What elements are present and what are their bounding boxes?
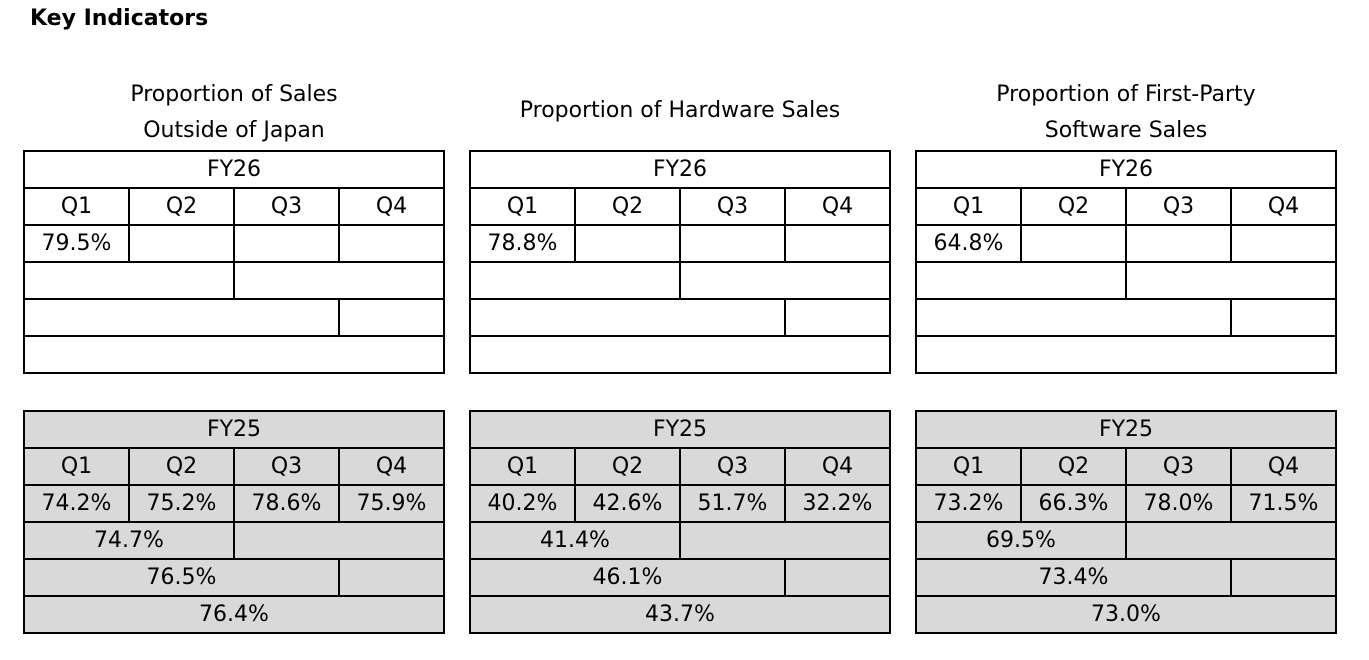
full-year-value: 43.7% (645, 602, 715, 627)
quarter-value: 75.9% (340, 486, 443, 523)
quarter-value: 73.2% (917, 486, 1022, 523)
quarter-header: Q4 (786, 449, 889, 486)
year-header: FY25 (917, 412, 1335, 449)
panel-title-line: Proportion of Sales (130, 82, 338, 107)
panel-title-line: Proportion of First-Party (996, 82, 1256, 107)
empty-cell (681, 523, 889, 560)
quarter-header: Q1 (471, 189, 576, 226)
table-previous-year: FY25 Q1 Q2 Q3 Q4 40.2% 42.6% 51.7% 32.2%… (469, 410, 891, 634)
quarter-value (1127, 226, 1232, 263)
quarter-header: Q3 (1127, 189, 1232, 226)
full-year-value: 76.4% (199, 602, 269, 627)
empty-cell (1127, 523, 1335, 560)
empty-cell (786, 560, 889, 597)
quarter-header: Q2 (576, 189, 681, 226)
quarter-header: Q1 (917, 449, 1022, 486)
quarter-value: 66.3% (1022, 486, 1127, 523)
nine-months-value: 73.4% (917, 560, 1232, 597)
empty-cell (340, 300, 443, 337)
full-year-value (471, 337, 889, 372)
quarter-header: Q2 (576, 449, 681, 486)
nine-months-value (25, 300, 340, 337)
year-header: FY25 (471, 412, 889, 449)
quarter-header: Q3 (681, 189, 786, 226)
panel-title-line: Proportion of Hardware Sales (519, 98, 841, 123)
quarter-header: Q2 (1022, 449, 1127, 486)
empty-cell (1232, 300, 1335, 337)
quarter-value: 42.6% (576, 486, 681, 523)
full-year-value: 73.0% (1091, 602, 1161, 627)
quarter-header: Q3 (681, 449, 786, 486)
quarter-value: 78.6% (235, 486, 340, 523)
quarter-header: Q1 (471, 449, 576, 486)
quarter-header: Q1 (25, 449, 130, 486)
nine-months-value: 76.5% (25, 560, 340, 597)
table-current-year: FY26 Q1 Q2 Q3 Q4 78.8% (469, 150, 891, 374)
quarter-header: Q2 (1022, 189, 1127, 226)
half-year-value (25, 263, 235, 300)
table-previous-year: FY25 Q1 Q2 Q3 Q4 73.2% 66.3% 78.0% 71.5%… (915, 410, 1337, 634)
quarter-value: 78.8% (471, 226, 576, 263)
quarter-header: Q2 (130, 189, 235, 226)
panel-title: Proportion of Hardware Sales (469, 93, 891, 129)
quarter-header: Q3 (235, 449, 340, 486)
quarter-header: Q2 (130, 449, 235, 486)
half-year-value: 41.4% (471, 523, 681, 560)
empty-cell (235, 523, 443, 560)
half-year-value: 69.5% (917, 523, 1127, 560)
year-header: FY25 (25, 412, 443, 449)
empty-cell (235, 263, 443, 300)
nine-months-value (917, 300, 1232, 337)
panel-title-line: Software Sales (1044, 118, 1208, 143)
quarter-header: Q1 (917, 189, 1022, 226)
quarter-header: Q3 (235, 189, 340, 226)
quarter-value (340, 226, 443, 263)
panel-title: Proportion of First-Party Software Sales (915, 77, 1337, 149)
empty-cell (681, 263, 889, 300)
quarter-value: 75.2% (130, 486, 235, 523)
empty-cell (340, 560, 443, 597)
empty-cell (1127, 263, 1335, 300)
quarter-header: Q4 (340, 189, 443, 226)
half-year-value: 74.7% (25, 523, 235, 560)
quarter-value: 78.0% (1127, 486, 1232, 523)
panel-title: Proportion of Sales Outside of Japan (23, 77, 445, 149)
nine-months-value: 46.1% (471, 560, 786, 597)
year-header: FY26 (917, 152, 1335, 189)
empty-cell (1232, 560, 1335, 597)
quarter-header: Q4 (1232, 449, 1335, 486)
table-current-year: FY26 Q1 Q2 Q3 Q4 79.5% (23, 150, 445, 374)
quarter-header: Q4 (1232, 189, 1335, 226)
quarter-header: Q4 (786, 189, 889, 226)
year-header: FY26 (25, 152, 443, 189)
quarter-value (576, 226, 681, 263)
quarter-value (681, 226, 786, 263)
half-year-value (471, 263, 681, 300)
quarter-value (1232, 226, 1335, 263)
quarter-value (1022, 226, 1127, 263)
quarter-value (130, 226, 235, 263)
quarter-value: 32.2% (786, 486, 889, 523)
half-year-value (917, 263, 1127, 300)
page-title: Key Indicators (30, 6, 209, 31)
quarter-value (235, 226, 340, 263)
nine-months-value (471, 300, 786, 337)
quarter-value: 71.5% (1232, 486, 1335, 523)
quarter-value: 40.2% (471, 486, 576, 523)
quarter-header: Q1 (25, 189, 130, 226)
quarter-value: 64.8% (917, 226, 1022, 263)
quarter-header: Q3 (1127, 449, 1232, 486)
quarter-value: 79.5% (25, 226, 130, 263)
year-header: FY26 (471, 152, 889, 189)
full-year-value (917, 337, 1335, 372)
full-year-value (25, 337, 443, 372)
quarter-value: 51.7% (681, 486, 786, 523)
quarter-header: Q4 (340, 449, 443, 486)
empty-cell (786, 300, 889, 337)
panel-title-line: Outside of Japan (143, 118, 325, 143)
quarter-value (786, 226, 889, 263)
table-previous-year: FY25 Q1 Q2 Q3 Q4 74.2% 75.2% 78.6% 75.9%… (23, 410, 445, 634)
quarter-value: 74.2% (25, 486, 130, 523)
table-current-year: FY26 Q1 Q2 Q3 Q4 64.8% (915, 150, 1337, 374)
